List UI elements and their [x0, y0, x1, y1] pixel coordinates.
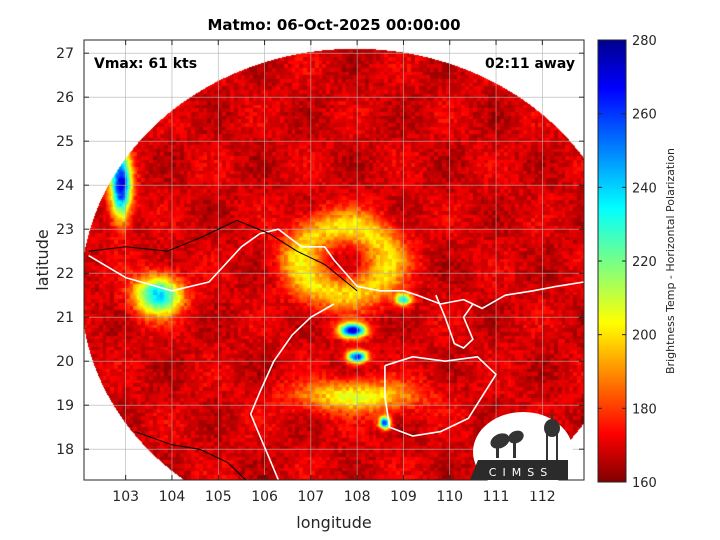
y-axis-ticks: 18 19 20 21 22 23 24 25 26 27 — [56, 46, 584, 458]
colorbar-tick-label: 220 — [632, 255, 657, 270]
colorbar-label: Brightness Temp - Horizontal Polarizatio… — [664, 148, 677, 374]
south-china-coast — [88, 228, 584, 310]
axes-frame — [83, 39, 585, 481]
colorbar-ticks: 160 180 200 220 240 260 280 — [598, 34, 657, 491]
colorbar-tick-label: 260 — [632, 108, 657, 123]
x-tick-label: 106 — [251, 489, 278, 505]
vmax-annotation: Vmax: 61 kts — [94, 56, 197, 72]
x-tick-label: 109 — [390, 489, 417, 505]
x-tick-label: 112 — [529, 489, 556, 505]
x-tick-label: 107 — [297, 489, 324, 505]
y-tick-label: 20 — [56, 354, 74, 370]
logo-text: CIMSS — [489, 466, 553, 479]
geographic-lines — [88, 219, 584, 480]
y-axis-label: latitude — [33, 229, 52, 290]
y-tick-label: 26 — [56, 90, 74, 106]
cimss-logo: CIMSS — [470, 412, 573, 492]
china-vietnam-border — [88, 219, 358, 292]
x-axis-ticks: 103 104 105 106 107 108 109 110 111 112 — [112, 40, 556, 505]
colorbar-tick-label: 240 — [632, 181, 657, 196]
y-tick-label: 21 — [56, 310, 74, 326]
colorbar-tick-label: 200 — [632, 329, 657, 344]
x-axis-label: longitude — [296, 513, 371, 532]
y-tick-label: 23 — [56, 222, 74, 238]
y-tick-label: 18 — [56, 442, 74, 458]
y-tick-label: 24 — [56, 178, 74, 194]
chart-title: Matmo: 06-Oct-2025 00:00:00 — [207, 16, 460, 34]
x-tick-label: 104 — [159, 489, 186, 505]
y-tick-label: 22 — [56, 266, 74, 282]
y-tick-label: 19 — [56, 398, 74, 414]
x-tick-label: 108 — [344, 489, 371, 505]
x-tick-label: 111 — [483, 489, 510, 505]
grid-lines — [84, 40, 584, 480]
colorbar-tick-label: 180 — [632, 402, 657, 417]
vietnam-coast — [249, 303, 335, 480]
colorbar-tick-label: 280 — [632, 34, 657, 49]
x-tick-label: 110 — [436, 489, 463, 505]
x-tick-label: 103 — [112, 489, 139, 505]
y-tick-label: 27 — [56, 46, 74, 62]
colorbar-tick-label: 160 — [632, 476, 657, 491]
y-tick-label: 25 — [56, 134, 74, 150]
leizhou-peninsula — [435, 294, 474, 349]
laos-vietnam-border — [134, 431, 247, 480]
time-away-annotation: 02:11 away — [485, 56, 575, 72]
hainan-coast — [384, 356, 497, 437]
x-tick-label: 105 — [205, 489, 232, 505]
colorbar — [597, 39, 627, 483]
